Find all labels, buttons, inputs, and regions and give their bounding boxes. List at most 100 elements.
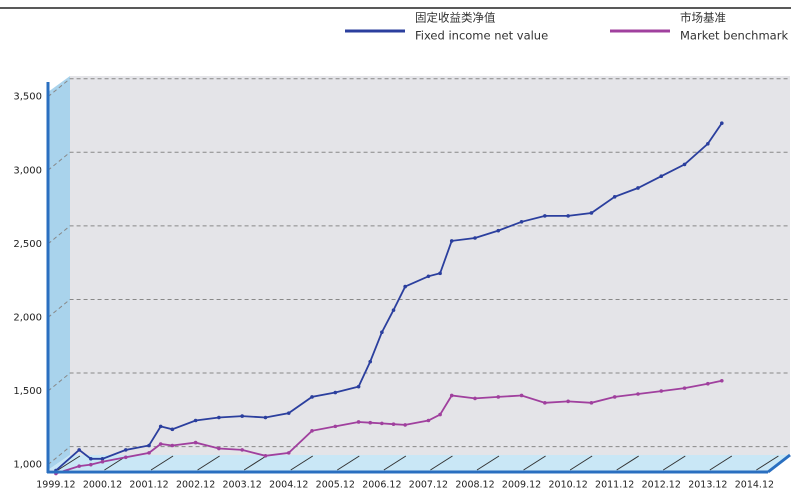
data-point [438, 412, 442, 417]
data-point [391, 308, 396, 312]
data-point [543, 401, 547, 405]
x-tick-label: 2012.12 [642, 480, 681, 491]
data-point [147, 451, 151, 455]
data-point [310, 395, 314, 399]
y-tick-label: 3,000 [13, 165, 42, 176]
y-tick-label: 2,500 [13, 239, 42, 250]
x-tick [197, 455, 220, 471]
data-point [496, 395, 501, 399]
x-tick-label: 2006.12 [362, 480, 401, 491]
x-tick [569, 455, 593, 471]
grid-line [47, 298, 790, 318]
data-point [636, 392, 640, 396]
data-point [720, 121, 724, 126]
grid-line [47, 372, 790, 392]
floor-edge [767, 453, 791, 474]
y-tick-label: 1,500 [13, 386, 42, 397]
x-tick-label: 2014.12 [735, 480, 774, 491]
data-point [449, 393, 454, 398]
data-point [286, 451, 291, 455]
x-tick [756, 455, 779, 471]
legend: 固定收益类净值 Fixed income net value 市场基准 Market … [345, 11, 788, 43]
y-tick-label: 3,500 [13, 92, 42, 103]
x-tick-label: 2010.12 [548, 480, 587, 491]
data-point [706, 381, 710, 386]
x-tick-label: 2008.12 [455, 480, 494, 491]
x-tick [616, 455, 639, 471]
legend-label: Market benchmark [680, 29, 788, 43]
data-point [356, 384, 361, 389]
data-point [566, 399, 570, 404]
data-point [193, 418, 198, 423]
data-point [217, 446, 221, 451]
data-point [543, 214, 547, 218]
x-tick-label: 2000.12 [83, 480, 122, 491]
x-tick [430, 455, 453, 471]
x-tick [709, 455, 733, 471]
grid-line [47, 225, 790, 245]
data-point [123, 448, 128, 452]
x-tick [663, 455, 686, 471]
data-point [403, 284, 407, 289]
data-point [589, 211, 594, 215]
data-point [636, 186, 640, 190]
data-point [368, 359, 373, 364]
left-wall [48, 76, 70, 470]
data-point [682, 162, 687, 167]
x-tick [290, 455, 314, 471]
data-point [77, 464, 81, 468]
data-point [193, 440, 198, 445]
data-point [706, 142, 710, 146]
data-point [612, 395, 617, 399]
legend-label: 固定收益类净值 [415, 11, 496, 25]
plot [54, 121, 724, 476]
data-point [240, 448, 244, 452]
data-point [89, 462, 93, 467]
data-point [263, 415, 268, 420]
x-tick [57, 455, 81, 471]
x-tick [476, 455, 500, 471]
x-tick [243, 455, 267, 471]
y-tick-label: 2,000 [13, 312, 42, 323]
x-tick-label: 1999.12 [36, 480, 75, 491]
data-point [519, 393, 524, 398]
x-tick [337, 455, 360, 471]
data-point [286, 411, 291, 415]
grid-line [47, 151, 790, 171]
x-tick-label: 2005.12 [316, 480, 355, 491]
floor [48, 455, 790, 472]
data-point [333, 390, 338, 395]
data-point [368, 420, 373, 425]
data-point [263, 454, 268, 458]
data-point [170, 443, 175, 448]
data-point [449, 239, 454, 243]
grid-line [47, 78, 790, 98]
data-point [100, 459, 105, 464]
x-tick-label: 2007.12 [409, 480, 448, 491]
x-tick-label: 2001.12 [129, 480, 168, 491]
x-tick-label: 2013.12 [688, 480, 727, 491]
data-point [170, 427, 175, 432]
data-point [77, 448, 81, 452]
data-point [519, 220, 524, 224]
data-point [612, 194, 617, 199]
back-wall [70, 76, 790, 455]
data-point [438, 271, 442, 276]
x-tick-label: 2003.12 [223, 480, 262, 491]
data-point [380, 330, 384, 334]
data-point [426, 274, 431, 279]
x-tick-label: 2009.12 [502, 480, 541, 491]
data-point [240, 414, 244, 418]
data-point [217, 415, 221, 420]
data-point [310, 428, 314, 433]
data-point [123, 455, 128, 460]
data-point [659, 389, 664, 393]
grid [47, 78, 790, 466]
x-tick-label: 2011.12 [595, 480, 634, 491]
data-point [391, 422, 396, 426]
data-point [100, 456, 105, 461]
x-tick-label: 2002.12 [176, 480, 215, 491]
data-point [380, 421, 384, 426]
